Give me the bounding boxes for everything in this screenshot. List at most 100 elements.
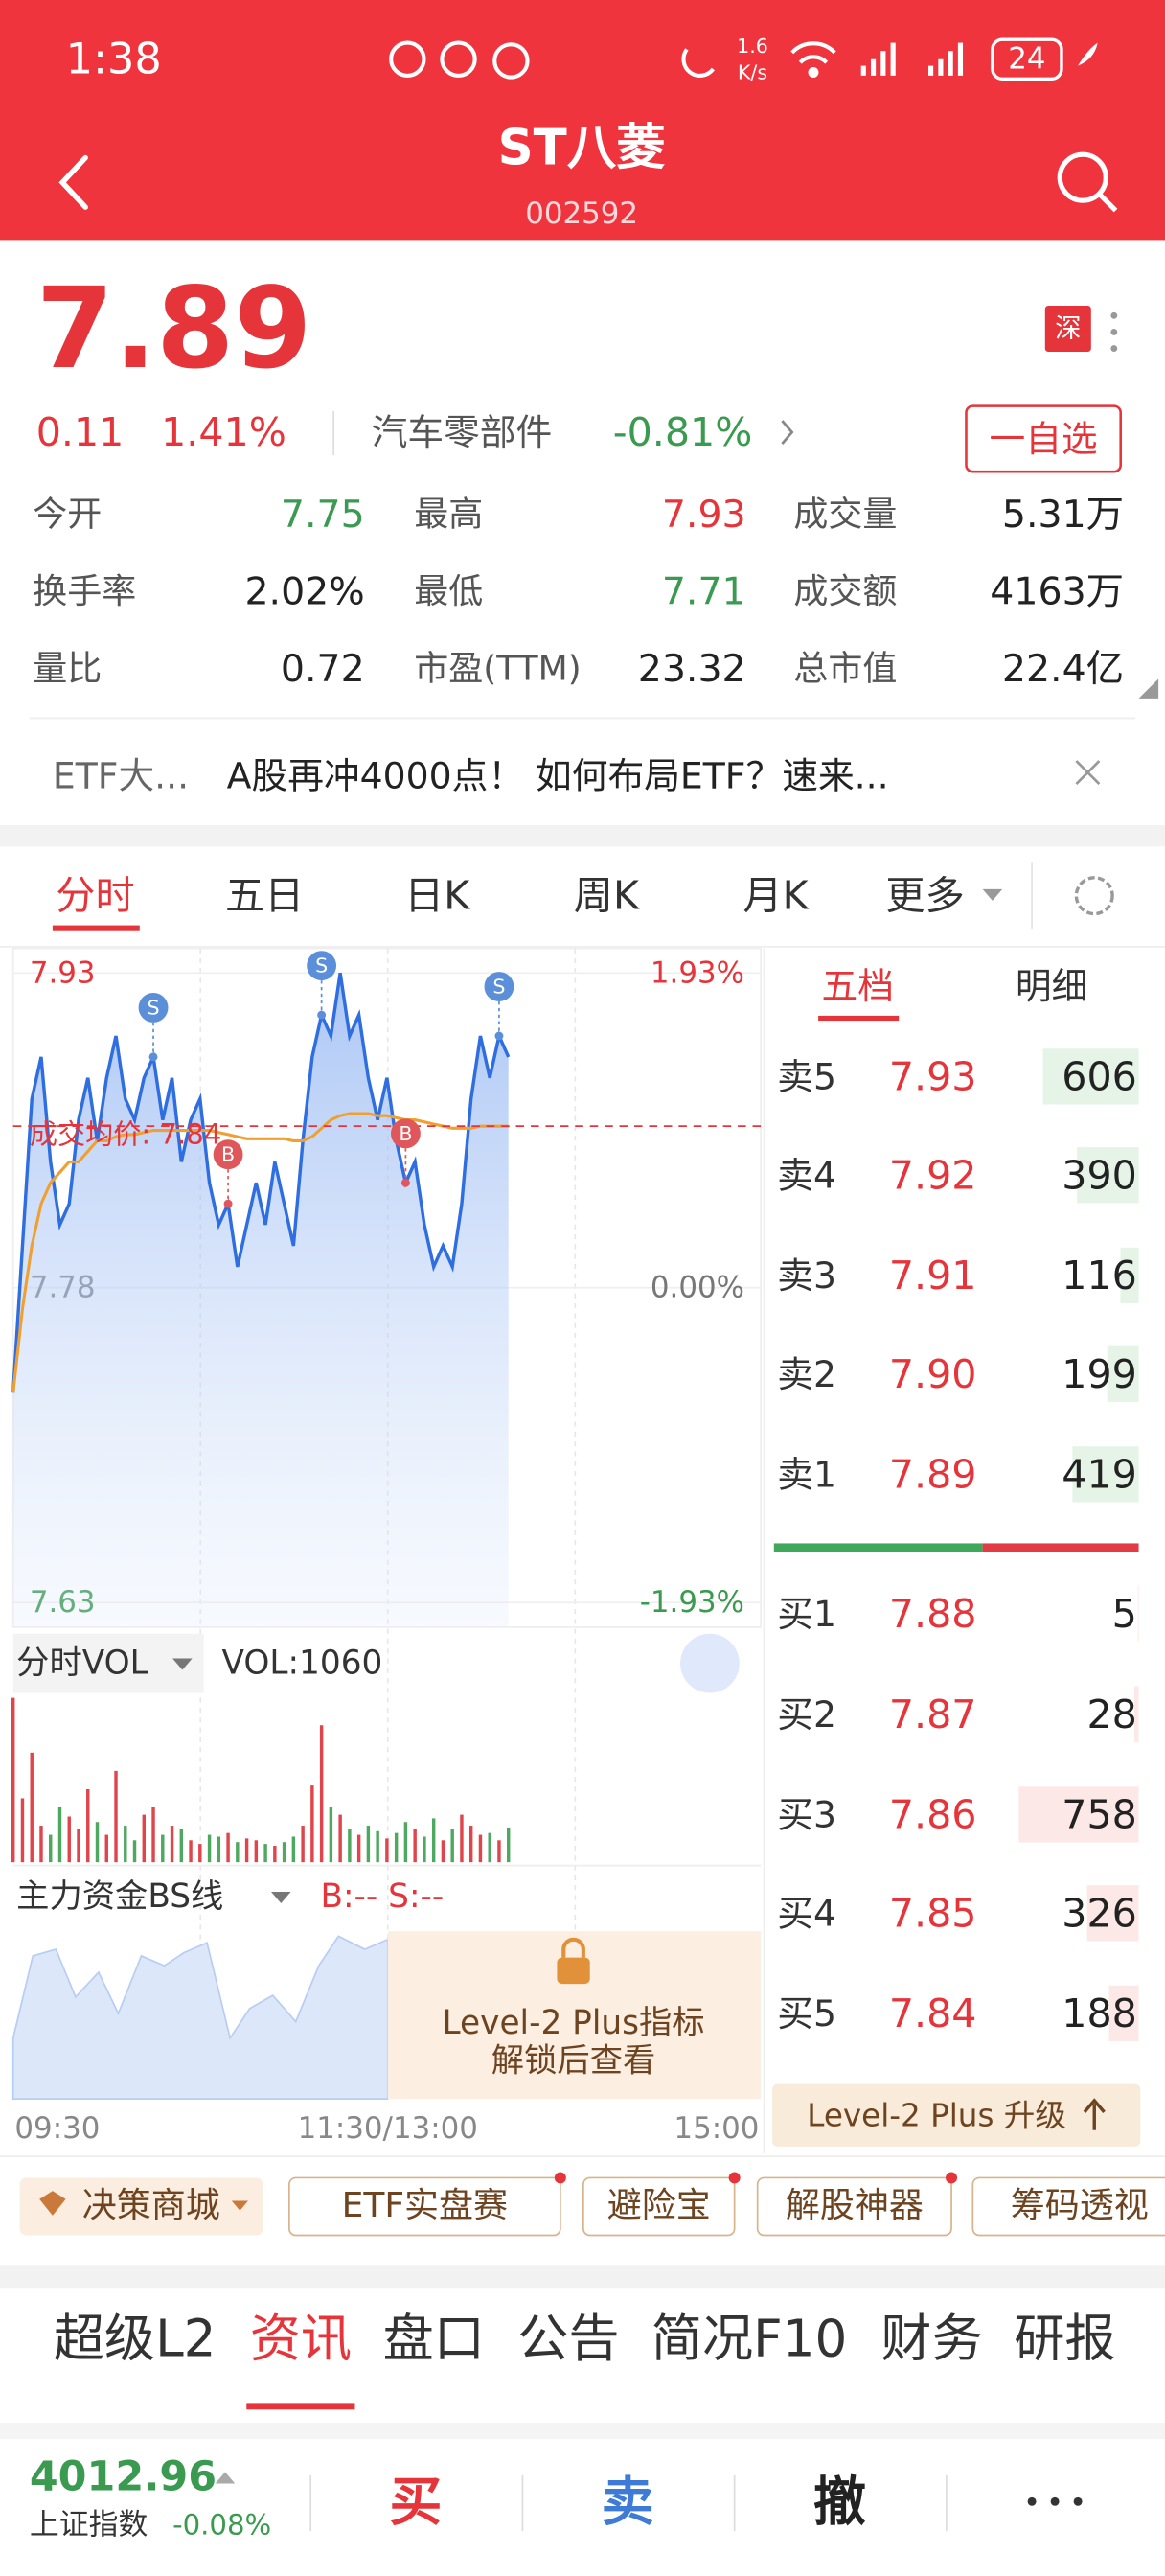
ob-label: 买2 [777, 1693, 836, 1736]
section-tab[interactable]: 简况F10 [651, 2310, 848, 2369]
volume-bar [431, 1818, 436, 1863]
volume-bar [236, 1842, 240, 1863]
expand-button[interactable] [680, 1633, 740, 1693]
ob-volume: 419 [1062, 1451, 1137, 1497]
index-change: -0.08% [172, 2508, 271, 2541]
volume-bar [413, 1828, 417, 1863]
watch-button[interactable]: 一自选 [989, 418, 1097, 460]
ratio-red [982, 1543, 1139, 1552]
more-caret [982, 888, 1003, 901]
depth-bar [1086, 1885, 1139, 1942]
upgrade-button[interactable]: Level-2 Plus 升级 [807, 2097, 1066, 2133]
section-tab[interactable]: 资讯 [250, 2310, 352, 2369]
tool-button-frame[interactable] [287, 2176, 561, 2237]
back-button[interactable] [58, 154, 88, 210]
ob-tab[interactable]: 五档 [822, 965, 894, 1007]
stat-value: 23.32 [638, 647, 746, 691]
tool-button[interactable]: 避险宝 [607, 2186, 711, 2225]
tool-button-frame[interactable] [582, 2176, 736, 2237]
ob-price: 7.88 [889, 1591, 977, 1637]
tool-button-frame[interactable] [756, 2176, 952, 2237]
banner-text[interactable]: A股再冲4000点！ 如何布局ETF？速来... [227, 755, 889, 797]
more-dot[interactable] [1073, 2496, 1083, 2506]
more-dot[interactable] [1027, 2496, 1037, 2506]
volume-bar [39, 1826, 43, 1863]
tab-underline [52, 925, 140, 931]
ob-price: 7.89 [889, 1451, 977, 1497]
action-button[interactable]: 买 [389, 2471, 442, 2532]
volume-bar [282, 1842, 286, 1863]
settings-button[interactable] [1074, 876, 1114, 916]
search-button[interactable] [1057, 151, 1118, 213]
change-pct: 1.41% [161, 409, 286, 455]
depth-bar [1108, 1985, 1139, 2042]
volume-bar [57, 1806, 62, 1863]
more-dot[interactable] [1050, 2496, 1060, 2506]
section-tab[interactable]: 超级L2 [54, 2310, 217, 2369]
gray-band [0, 824, 1165, 847]
stat-label: 市盈(TTM) [414, 650, 582, 689]
ob-label: 买1 [777, 1593, 836, 1635]
net-speed: 1.6 [737, 34, 768, 58]
lock-text: Level-2 Plus指标 [443, 2004, 705, 2042]
banner-close[interactable] [1075, 760, 1101, 786]
volume-bar [244, 1838, 249, 1863]
ob-label: 买5 [777, 1992, 836, 2035]
ob-price: 7.86 [889, 1791, 977, 1837]
tool-button[interactable]: 决策商城 [82, 2186, 220, 2225]
volume-bar [329, 1806, 333, 1863]
ob-volume: 199 [1062, 1351, 1137, 1397]
chart-tab[interactable]: 日K [404, 873, 470, 919]
chart-tab[interactable]: 周K [574, 873, 640, 919]
volume-bar [179, 1828, 184, 1863]
chart-tab[interactable]: 更多 [885, 873, 964, 919]
chart-tab[interactable]: 五日 [225, 873, 304, 919]
lock-text: 解锁后查看 [491, 2042, 656, 2081]
depth-bar [1018, 1786, 1139, 1843]
index-value: 4012.96 [30, 2453, 217, 2501]
marker-text: B [221, 1143, 235, 1166]
section-tab[interactable]: 财务 [880, 2310, 982, 2369]
section-tab[interactable]: 盘口 [383, 2310, 485, 2369]
ob-price: 7.90 [889, 1351, 977, 1397]
volume-bar [67, 1816, 71, 1863]
volume-bar [226, 1832, 230, 1863]
volume-bar [254, 1840, 259, 1863]
vol-caret [172, 1658, 193, 1670]
action-button[interactable]: 卖 [602, 2471, 654, 2532]
marker-text: S [492, 976, 505, 999]
tool-button-frame[interactable] [19, 2177, 263, 2236]
volume-bar [132, 1840, 137, 1863]
gray-band [0, 2422, 1165, 2440]
ob-label: 卖1 [777, 1453, 836, 1495]
depth-bar [1042, 1048, 1139, 1105]
action-button[interactable]: 撤 [813, 2471, 866, 2532]
chart-tab[interactable]: 月K [742, 873, 809, 919]
ob-tab[interactable]: 明细 [1016, 965, 1087, 1007]
section-tab[interactable]: 公告 [517, 2310, 619, 2369]
ob-volume: 758 [1062, 1791, 1137, 1837]
chart-tab[interactable]: 分时 [56, 873, 134, 919]
stat-value: 22.4亿 [1002, 647, 1124, 691]
volume-bar [170, 1826, 174, 1863]
tool-button[interactable]: 解股神器 [786, 2186, 924, 2225]
section-tab[interactable]: 研报 [1014, 2310, 1115, 2369]
marker-badge [307, 951, 337, 981]
volume-bar [198, 1844, 202, 1863]
upgrade-arrow [1083, 2098, 1106, 2130]
depth-bar [1107, 1346, 1139, 1402]
upgrade-button-bg[interactable] [772, 2083, 1141, 2147]
ob-label: 卖4 [777, 1154, 836, 1196]
volume-bar [338, 1814, 342, 1863]
stat-label: 总市值 [793, 650, 897, 689]
tool-button[interactable]: ETF实盘赛 [342, 2186, 508, 2225]
ob-label: 卖2 [777, 1353, 836, 1395]
watch-button-frame[interactable] [965, 404, 1122, 473]
header-bar [0, 0, 1165, 241]
banner-tag: ETF大... [53, 755, 189, 797]
tool-button-frame[interactable] [971, 2176, 1165, 2237]
x-tick-label: 11:30/13:00 [298, 2111, 478, 2146]
stat-label: 成交额 [793, 572, 897, 611]
volume-bar [189, 1840, 193, 1863]
tool-button[interactable]: 筹码透视 [1011, 2186, 1149, 2225]
